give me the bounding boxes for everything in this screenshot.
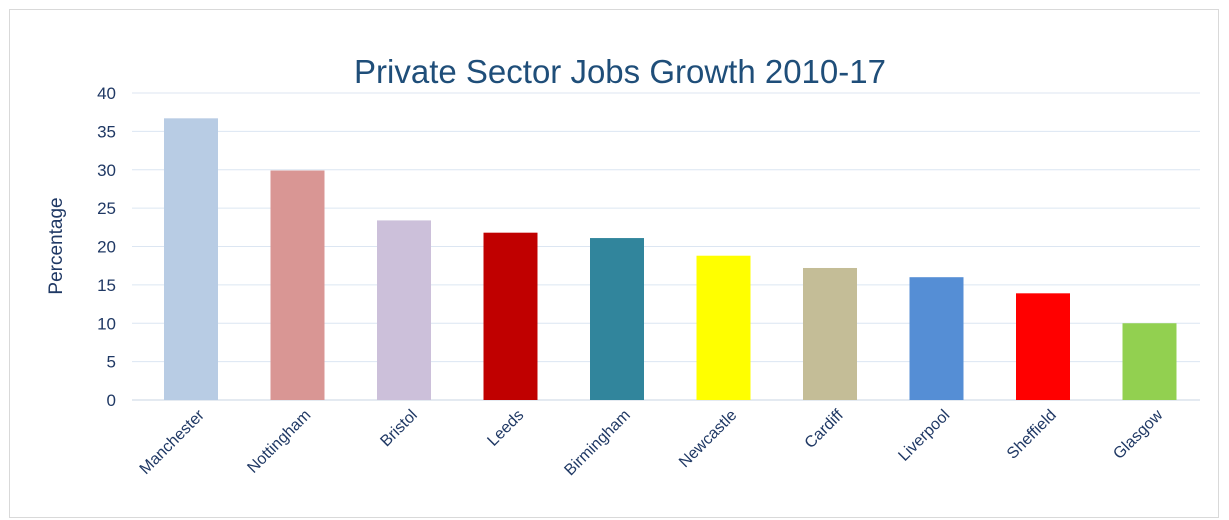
bar-nottingham — [270, 170, 325, 400]
y-tick-label: 5 — [107, 353, 116, 372]
x-category-label: Leeds — [484, 407, 527, 450]
bar-manchester — [164, 118, 218, 400]
x-axis-categories: Manchester Nottingham Bristol Leeds Birmingh… — [137, 406, 1167, 479]
y-axis-label: Percentage — [46, 197, 67, 294]
y-tick-label: 25 — [97, 199, 116, 218]
y-axis-ticks: 0 5 10 15 20 25 30 35 40 — [97, 84, 116, 410]
bar-newcastle — [696, 255, 751, 400]
bar-sheffield — [1016, 293, 1070, 400]
y-tick-label: 10 — [97, 314, 116, 333]
x-category-label: Nottingham — [244, 407, 314, 477]
x-category-label: Newcastle — [676, 407, 740, 471]
y-tick-label: 15 — [97, 276, 116, 295]
y-tick-label: 20 — [97, 238, 116, 257]
x-category-label: Cardiff — [802, 406, 848, 452]
x-category-label: Bristol — [377, 407, 420, 450]
bar-birmingham — [590, 238, 644, 400]
x-category-label: Liverpool — [895, 407, 953, 465]
y-tick-label: 35 — [97, 122, 116, 141]
bar-glasgow — [1122, 323, 1177, 400]
x-category-label: Glasgow — [1110, 406, 1166, 462]
x-category-label: Birmingham — [561, 407, 633, 479]
bar-leeds — [483, 232, 538, 400]
bar-bristol — [377, 220, 431, 400]
bar-cardiff — [803, 267, 857, 400]
y-tick-label: 40 — [97, 84, 116, 103]
x-category-label: Manchester — [137, 406, 209, 478]
y-tick-label: 0 — [107, 391, 116, 410]
chart-title: Private Sector Jobs Growth 2010-17 — [354, 53, 886, 90]
y-tick-label: 30 — [97, 161, 116, 180]
bars — [164, 118, 1177, 400]
x-category-label: Sheffield — [1004, 407, 1060, 463]
bar-liverpool — [909, 277, 964, 400]
